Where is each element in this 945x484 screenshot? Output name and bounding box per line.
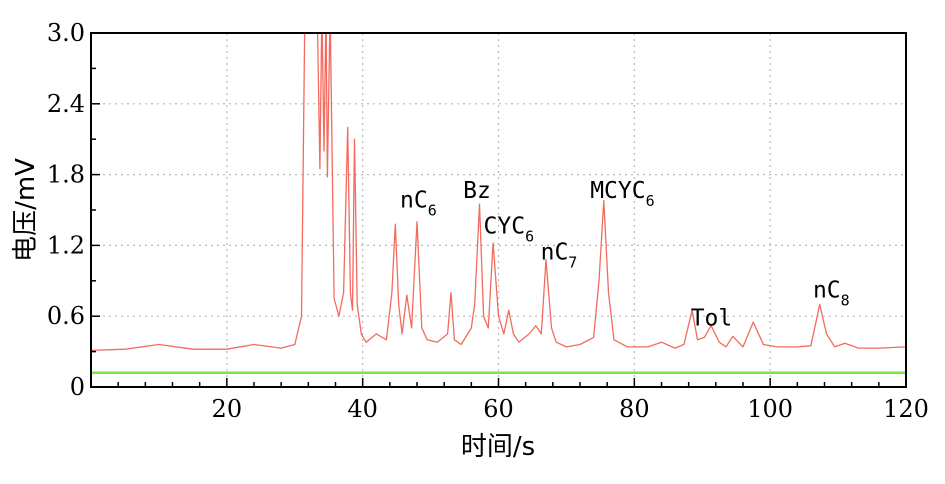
peak-label: CYC6 [484,214,535,246]
y-tick-label: 3.0 [47,19,85,47]
y-tick-label: 1.2 [47,231,85,259]
x-tick-label: 60 [483,395,514,423]
y-tick-label: 0 [70,373,85,401]
y-tick-label: 1.8 [47,161,85,189]
peak-label: Bz [463,178,491,204]
peak-label: MCYC6 [590,178,654,210]
y-axis-title: 电压/mV [11,158,41,262]
x-tick-label: 80 [619,395,650,423]
y-tick-label: 2.4 [47,90,85,118]
x-tick-label: 20 [212,395,243,423]
grid-lines [91,33,906,387]
x-tick-label: 120 [883,395,929,423]
tick-labels: 20 40 60 80 100 120 0 0.6 1.2 1.8 2.4 3.0 [47,19,929,423]
x-tick-label: 40 [347,395,378,423]
y-tick-label: 0.6 [47,302,85,330]
series-layer [91,33,906,375]
peak-label: nC7 [541,240,578,272]
peak-label: nC6 [400,188,437,220]
signal-trace [91,33,906,352]
axis-ticks [91,67,880,387]
peak-label: Tol [691,306,733,332]
peak-label: nC8 [813,277,850,309]
x-axis-title: 时间/s [461,432,535,462]
x-tick-label: 100 [747,395,793,423]
